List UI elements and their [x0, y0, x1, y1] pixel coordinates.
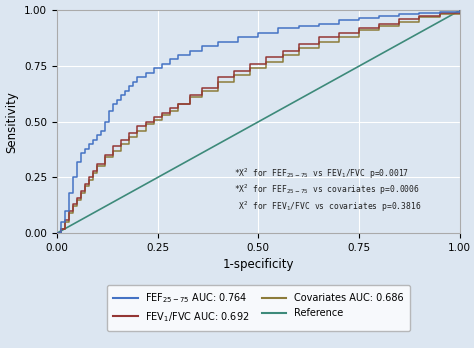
Y-axis label: Sensitivity: Sensitivity [6, 91, 18, 153]
X-axis label: 1-specificity: 1-specificity [223, 259, 294, 271]
Legend: FEF$_{25-75}$ AUC: 0.764, FEV$_1$/FVC AUC: 0.692, Covariates AUC: 0.686, Referen: FEF$_{25-75}$ AUC: 0.764, FEV$_1$/FVC AU… [107, 285, 410, 331]
Text: *X$^2$ for FEF$_{25-75}$ vs FEV$_1$/FVC p=0.0017
*X$^2$ for FEF$_{25-75}$ vs cov: *X$^2$ for FEF$_{25-75}$ vs FEV$_1$/FVC … [234, 166, 421, 214]
